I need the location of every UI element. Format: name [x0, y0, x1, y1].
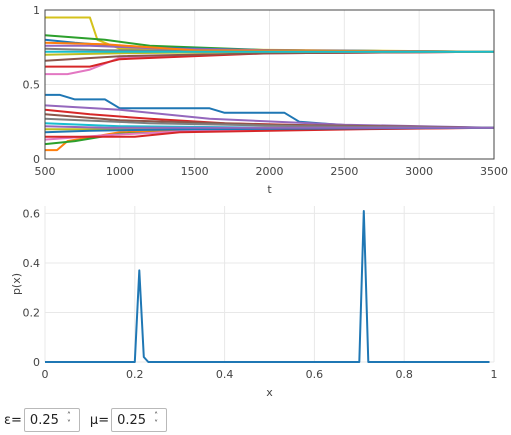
chevron-up-icon[interactable]: ˄	[154, 411, 159, 420]
mu-label: μ=	[89, 412, 110, 428]
chevron-down-icon[interactable]: ˅	[66, 419, 71, 428]
chevron-up-icon[interactable]: ˄	[66, 411, 71, 420]
distribution-line-chart: 0 0.2 0.4 0.6 0.8 1 0 0.2 0.4 0.6 x p(x)	[10, 206, 498, 399]
x-axis-title: x	[266, 386, 273, 399]
epsilon-value[interactable]: 0.25	[29, 412, 59, 428]
x-tick-label: 0.6	[306, 368, 324, 381]
x-tick-label: 0	[42, 368, 49, 381]
convergence-line-chart: 500 1000 1500 2000 2500 3000 3500 0 0.5 1 t	[23, 4, 509, 196]
x-tick-label: 1000	[106, 165, 134, 178]
x-tick-label: 1	[491, 368, 498, 381]
mu-spinbox[interactable]: 0.25 ˄ ˅	[111, 408, 168, 432]
epsilon-spinbox[interactable]: 0.25 ˄ ˅	[23, 408, 80, 432]
x-tick-label: 0.4	[216, 368, 234, 381]
x-tick-label: 0.8	[395, 368, 413, 381]
x-tick-label: 3500	[480, 165, 508, 178]
x-tick-label: 1500	[181, 165, 209, 178]
mu-stepper-icon[interactable]: ˄ ˅	[149, 412, 163, 428]
y-tick-label: 0.4	[23, 257, 41, 270]
epsilon-stepper-icon[interactable]: ˄ ˅	[62, 412, 76, 428]
x-tick-label: 2000	[256, 165, 284, 178]
x-tick-label: 500	[35, 165, 56, 178]
series-line	[45, 210, 490, 363]
mu-value[interactable]: 0.25	[117, 412, 147, 428]
y-tick-label: 1	[33, 4, 40, 17]
x-tick-label: 2500	[330, 165, 358, 178]
y-tick-label: 0.5	[23, 79, 41, 92]
series-line	[44, 125, 494, 129]
y-tick-label: 0	[33, 153, 40, 166]
x-tick-label: 3000	[405, 165, 433, 178]
y-tick-label: 0.2	[23, 306, 41, 319]
plot-border	[44, 9, 495, 160]
y-tick-label: 0	[33, 356, 40, 369]
y-axis-title: p(x)	[10, 273, 23, 295]
x-axis-title: t	[267, 183, 272, 196]
y-tick-label: 0.6	[23, 207, 41, 220]
epsilon-label: ε=	[4, 412, 22, 428]
parameter-controls: ε= 0.25 ˄ ˅ μ= 0.25 ˄ ˅	[4, 407, 177, 433]
chevron-down-icon[interactable]: ˅	[154, 419, 159, 428]
x-tick-label: 0.2	[126, 368, 144, 381]
